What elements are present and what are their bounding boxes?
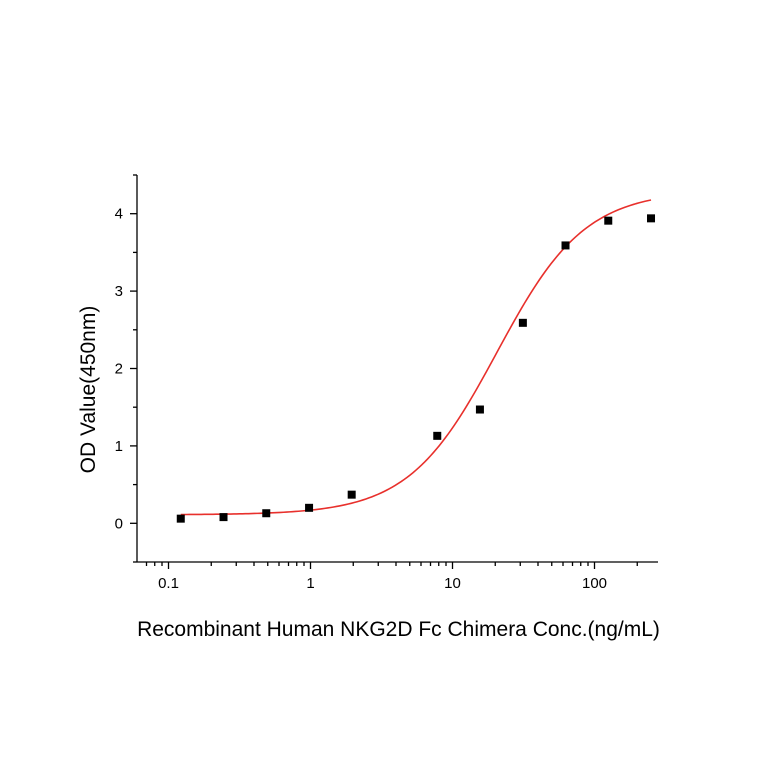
data-point — [262, 509, 271, 518]
x-axis-title: Recombinant Human NKG2D Fc Chimera Conc.… — [137, 618, 660, 641]
data-point — [475, 405, 484, 414]
y-tick-label: 3 — [115, 283, 123, 300]
data-point — [433, 431, 442, 440]
data-point — [219, 513, 228, 522]
x-ticks: 0.1 1 10 100 — [145, 562, 638, 592]
data-point — [176, 514, 185, 523]
x-tick-label: 1 — [306, 575, 314, 592]
data-points-layer — [176, 214, 656, 523]
data-point — [561, 241, 570, 250]
data-point — [518, 318, 527, 327]
data-point — [647, 214, 656, 223]
y-axis-title: OD Value(450nm) — [77, 306, 100, 474]
data-point — [347, 490, 356, 499]
x-tick-label: 100 — [582, 575, 607, 592]
data-point — [604, 216, 613, 225]
x-tick-label: 0.1 — [158, 575, 179, 592]
x-tick-label: 10 — [444, 575, 461, 592]
data-point — [305, 503, 314, 512]
y-tick-label: 2 — [115, 361, 123, 378]
y-ticks: 0 1 2 3 4 — [115, 174, 137, 563]
y-tick-label: 4 — [115, 206, 123, 223]
fit-curve — [180, 199, 652, 516]
y-tick-label: 1 — [115, 438, 123, 455]
y-tick-label: 0 — [115, 515, 123, 532]
fit-curve-layer — [180, 199, 652, 516]
